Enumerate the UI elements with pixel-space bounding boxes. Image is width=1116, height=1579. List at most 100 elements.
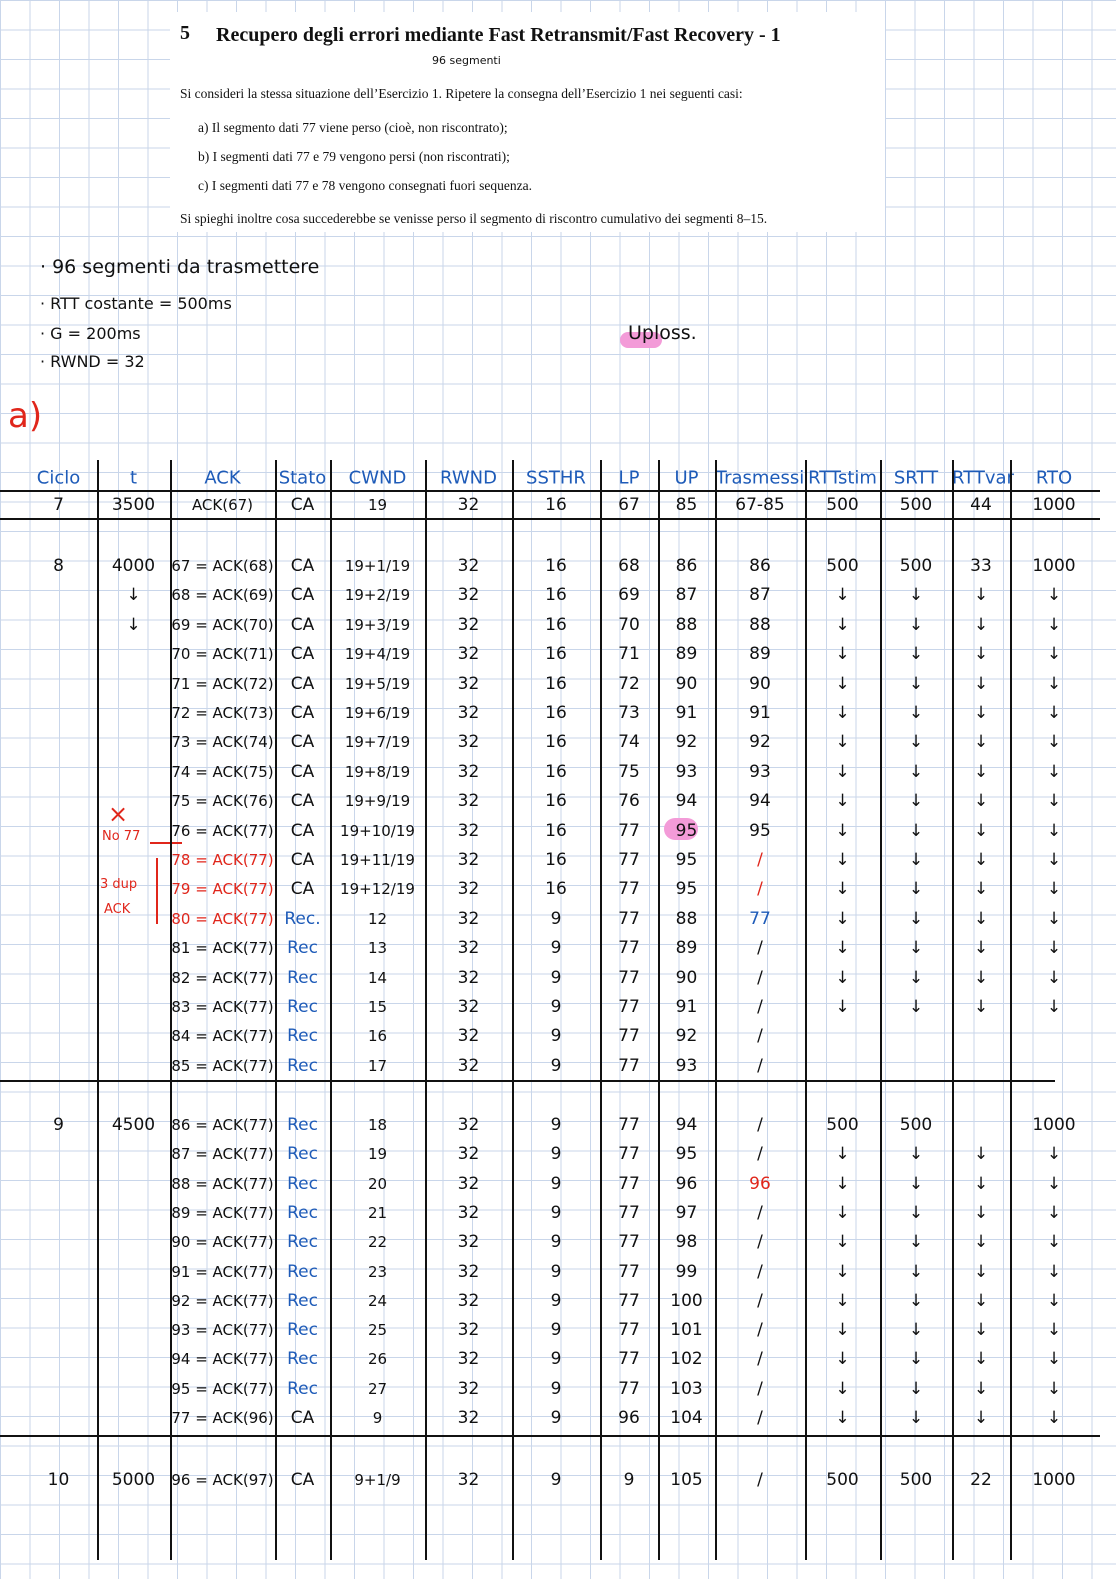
- table-cell: 96: [749, 1173, 771, 1194]
- table-cell: 88: [675, 614, 698, 635]
- table-cell: 95: [749, 820, 771, 841]
- table-cell: 92 = ACK(77): [171, 1291, 274, 1310]
- table-cell: 32: [457, 967, 480, 988]
- table-cell: 16: [545, 556, 567, 576]
- table-cell: ↓: [1046, 1349, 1062, 1370]
- table-cell: ↓: [1046, 820, 1062, 841]
- note: · RTT costante = 500ms: [40, 294, 232, 313]
- table-cell: 3500: [111, 495, 156, 515]
- table-cell: ↓: [835, 1173, 850, 1194]
- table-cell: 9: [550, 1026, 562, 1047]
- table-cell: Rec: [287, 1026, 318, 1047]
- table-cell: 90: [675, 673, 698, 694]
- dup-note: ACK: [104, 902, 131, 917]
- table-cell: 69 = ACK(70): [171, 615, 274, 634]
- table-cell: 77: [749, 908, 771, 929]
- table-cell: 74: [618, 732, 640, 753]
- table-cell: ↓: [973, 908, 989, 929]
- table-cell: 20: [367, 1174, 388, 1193]
- table-cell: 93: [675, 761, 698, 782]
- part-label: a): [8, 396, 43, 436]
- table-cell: 77: [618, 997, 640, 1017]
- table-cell: ↓: [973, 1408, 989, 1428]
- table-cell: 103: [670, 1378, 703, 1399]
- table-cell: 95: [675, 1144, 698, 1165]
- table-cell: 100: [670, 1290, 703, 1311]
- table-cell: 12: [367, 909, 388, 928]
- table-cell: /: [757, 997, 763, 1017]
- table-cell: 32: [457, 1470, 480, 1490]
- table-cell: CA: [290, 791, 315, 812]
- table-cell: 17: [367, 1056, 388, 1075]
- table-cell: 500: [826, 1470, 859, 1490]
- cross: ×: [108, 800, 129, 828]
- column-line: [658, 460, 660, 1560]
- table-cell: /: [757, 967, 763, 988]
- table-cell: ↓: [973, 761, 989, 782]
- table-cell: Rec: [287, 1320, 318, 1341]
- bracket: [156, 858, 158, 924]
- table-cell: ↓: [973, 791, 989, 812]
- table-cell: ↓: [973, 732, 989, 753]
- table-cell: ↓: [835, 967, 850, 988]
- item: b) I segmenti dati 77 e 79 vengono persi…: [198, 149, 510, 164]
- table-cell: 93: [675, 1055, 698, 1076]
- table-cell: ↓: [908, 1290, 924, 1311]
- column-line: [512, 460, 514, 1560]
- column-header: LP: [618, 467, 640, 489]
- table-cell: 75 = ACK(76): [171, 792, 274, 811]
- table-cell: CA: [290, 1470, 315, 1490]
- row-line: [0, 490, 1100, 492]
- table-cell: 67-85: [735, 495, 785, 515]
- table-cell: 87: [675, 585, 698, 606]
- table-cell: ↓: [835, 1261, 850, 1282]
- table-cell: 32: [457, 556, 480, 576]
- table-cell: 9: [550, 1173, 562, 1194]
- table-cell: ↓: [973, 1290, 989, 1311]
- table-cell: ↓: [1046, 879, 1062, 900]
- table-cell: 91: [675, 703, 698, 723]
- table-cell: 77: [618, 1349, 640, 1370]
- table-cell: CA: [290, 495, 315, 515]
- table-cell: ↓: [835, 1378, 850, 1399]
- table-cell: 19+3/19: [344, 615, 411, 634]
- table-cell: /: [757, 1026, 763, 1047]
- table-cell: 83 = ACK(77): [171, 998, 274, 1016]
- highlight: [620, 332, 662, 348]
- table-cell: ↓: [1046, 850, 1062, 870]
- table-cell: ↓: [1046, 1320, 1062, 1341]
- table-cell: CA: [290, 614, 315, 635]
- table-cell: 22: [970, 1470, 992, 1490]
- table-cell: Rec: [287, 1115, 318, 1135]
- table-cell: Rec: [287, 1378, 318, 1399]
- table-cell: 32: [457, 1349, 480, 1370]
- column-header: UP: [674, 467, 699, 489]
- table-cell: 101: [670, 1320, 703, 1341]
- table-cell: ↓: [835, 938, 850, 959]
- table-cell: ↓: [1046, 585, 1062, 606]
- table-cell: 95: [675, 820, 698, 841]
- table-cell: /: [757, 850, 763, 870]
- table-cell: 9: [550, 1055, 562, 1076]
- table-cell: 32: [457, 1173, 480, 1194]
- table-cell: ↓: [835, 1144, 850, 1165]
- table-cell: 96: [618, 1408, 640, 1428]
- table-cell: 84 = ACK(77): [171, 1027, 274, 1046]
- table-cell: 4500: [111, 1115, 156, 1135]
- table-cell: 32: [457, 1202, 480, 1223]
- row-line: [0, 518, 1100, 520]
- table-cell: Rec: [287, 1173, 318, 1194]
- table-cell: /: [757, 1378, 763, 1399]
- table-cell: /: [757, 1408, 763, 1428]
- table-cell: 68: [618, 556, 640, 576]
- table-cell: 32: [457, 1378, 480, 1399]
- table-cell: 73 = ACK(74): [171, 733, 274, 752]
- table-cell: 90: [749, 673, 771, 694]
- table-cell: ↓: [908, 1232, 924, 1253]
- table-cell: ↓: [973, 614, 989, 635]
- table-cell: ↓: [908, 879, 924, 900]
- table-cell: ↓: [835, 1320, 850, 1341]
- table-cell: 98: [675, 1232, 698, 1253]
- column-line: [600, 460, 602, 1560]
- table-cell: 77: [618, 1378, 640, 1399]
